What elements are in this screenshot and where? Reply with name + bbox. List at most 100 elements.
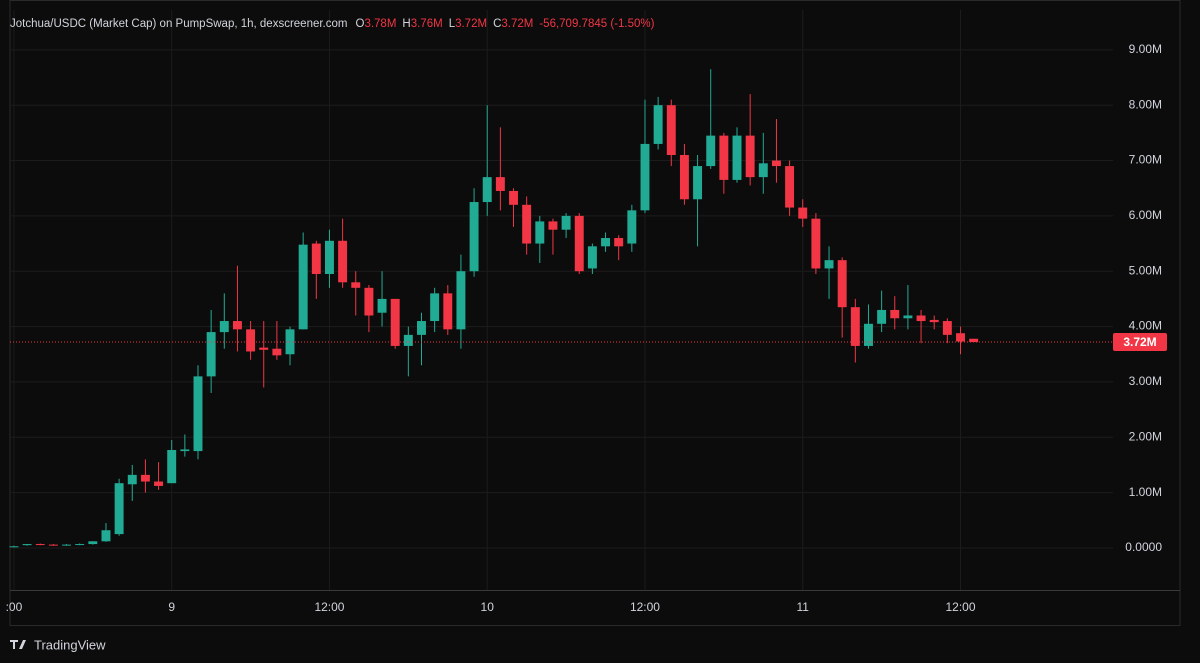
- candle-body: [219, 321, 229, 333]
- logo: TradingView: [10, 637, 106, 652]
- candle-body: [180, 449, 190, 452]
- candle-body: [535, 221, 545, 244]
- candle-body: [864, 323, 873, 346]
- candle-body: [627, 210, 637, 244]
- candle-body: [771, 160, 781, 167]
- candle-body: [837, 260, 847, 308]
- candle-body: [101, 530, 111, 542]
- price-label-box: [1113, 333, 1167, 352]
- candle-body: [88, 541, 98, 545]
- candle-body: [877, 309, 887, 324]
- candle-body: [929, 319, 939, 323]
- x-tick-label: 11: [797, 600, 810, 614]
- candle-body: [890, 309, 900, 319]
- y-tick-label: 8.00M: [1129, 97, 1162, 111]
- candle-body: [561, 215, 571, 230]
- candle-body: [48, 544, 58, 546]
- y-tick-label: 6.00M: [1129, 208, 1162, 222]
- y-tick-label: 7.00M: [1129, 153, 1162, 167]
- legend-label: H: [402, 18, 410, 30]
- x-tick-label: 10: [481, 600, 495, 614]
- candle-body: [443, 293, 453, 330]
- candle-body: [62, 544, 72, 546]
- candle-body: [390, 298, 400, 346]
- candle-body: [206, 332, 216, 377]
- candle-body: [351, 282, 361, 288]
- candle-body: [272, 348, 282, 356]
- y-tick-label: 0.0000: [1125, 540, 1162, 554]
- candle-body: [679, 155, 689, 200]
- y-tick-label: 4.00M: [1129, 319, 1162, 333]
- candle-body: [417, 321, 426, 335]
- candle-body: [338, 240, 348, 283]
- candle-body: [495, 177, 505, 191]
- candle-body: [285, 329, 295, 355]
- candle-body: [758, 163, 768, 178]
- candle-body: [482, 177, 492, 203]
- legend-value: 3.78M: [364, 18, 396, 30]
- x-tick-label: 12:00: [630, 600, 660, 614]
- legend-label: L: [449, 18, 456, 30]
- candle-body: [127, 474, 137, 485]
- candle-body: [956, 333, 965, 342]
- candle-body: [167, 449, 177, 484]
- candle-body: [9, 546, 19, 548]
- candle-body: [719, 135, 729, 180]
- y-tick-label: 9.00M: [1129, 42, 1162, 56]
- candle-body: [311, 243, 321, 274]
- candle-body: [942, 321, 952, 335]
- candle-body: [377, 298, 387, 313]
- header: Jotchua/USDC (Market Cap) on PumpSwap, 1…: [10, 18, 655, 30]
- candle-body: [22, 544, 32, 546]
- candle-body: [916, 315, 926, 322]
- candle-body: [732, 135, 742, 180]
- candle-body: [640, 143, 650, 211]
- y-tick-label: 5.00M: [1129, 263, 1162, 277]
- candle-body: [574, 215, 584, 272]
- candle-body: [548, 221, 558, 230]
- x-tick-label: 12:00: [945, 600, 975, 614]
- candle-body: [522, 204, 532, 244]
- candle-body: [824, 260, 834, 269]
- candle-body: [430, 293, 440, 322]
- footer-text: TradingView: [34, 637, 106, 652]
- candle-body: [614, 238, 624, 247]
- legend-value: 3.72M: [455, 18, 487, 30]
- candle-body: [324, 240, 334, 274]
- logo-icon: [10, 640, 26, 649]
- candle-body: [140, 474, 150, 482]
- x-tick-label: 12:00: [314, 600, 344, 614]
- candle-body: [903, 315, 913, 319]
- candle-body: [456, 271, 466, 330]
- candle-body: [509, 190, 518, 205]
- legend-value: 3.72M: [501, 18, 533, 30]
- candle-body: [259, 347, 269, 350]
- candle-body: [693, 166, 703, 200]
- legend-change: -56,709.7845 (-1.50%): [539, 18, 654, 30]
- header-title: Jotchua/USDC (Market Cap) on PumpSwap, 1…: [10, 18, 347, 30]
- candle-body: [246, 329, 256, 352]
- candle-body: [298, 244, 308, 330]
- candle-body: [587, 246, 597, 269]
- candle-body: [114, 483, 124, 535]
- candle-body: [850, 307, 860, 346]
- x-tick-label: :00: [6, 600, 23, 614]
- x-tick-label: 9: [168, 600, 175, 614]
- candle-body: [666, 105, 676, 155]
- candle-body: [469, 202, 479, 272]
- legend-value: 3.76M: [411, 18, 443, 30]
- candle-body: [785, 166, 795, 208]
- candle-body: [75, 544, 85, 546]
- y-tick-label: 1.00M: [1129, 485, 1162, 499]
- candle-body: [706, 135, 716, 167]
- candle-body: [601, 238, 611, 247]
- y-tick-label: 2.00M: [1129, 429, 1162, 443]
- candle-body: [403, 334, 413, 346]
- candle-body: [364, 287, 374, 316]
- frame: [9, 0, 1181, 626]
- candle-body: [745, 135, 755, 178]
- price-label: 3.72M: [1123, 335, 1156, 349]
